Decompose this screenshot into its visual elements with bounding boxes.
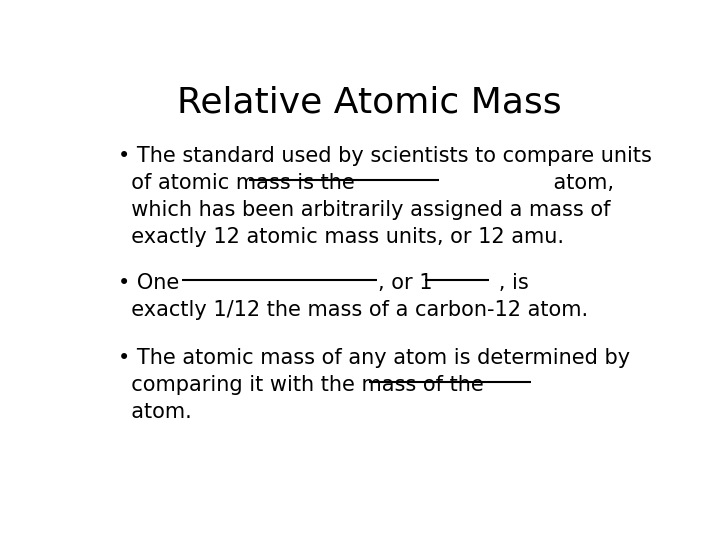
Text: of atomic mass is the                              atom,: of atomic mass is the atom, [118,173,614,193]
Text: atom.: atom. [118,402,192,422]
Text: exactly 1/12 the mass of a carbon-12 atom.: exactly 1/12 the mass of a carbon-12 ato… [118,300,588,320]
Text: comparing it with the mass of the: comparing it with the mass of the [118,375,616,395]
Text: • One                              , or 1          , is: • One , or 1 , is [118,273,528,293]
Text: Relative Atomic Mass: Relative Atomic Mass [176,85,562,119]
Text: • The standard used by scientists to compare units: • The standard used by scientists to com… [118,146,652,166]
Text: which has been arbitrarily assigned a mass of: which has been arbitrarily assigned a ma… [118,200,611,220]
Text: • The atomic mass of any atom is determined by: • The atomic mass of any atom is determi… [118,348,630,368]
Text: exactly 12 atomic mass units, or 12 amu.: exactly 12 atomic mass units, or 12 amu. [118,227,564,247]
